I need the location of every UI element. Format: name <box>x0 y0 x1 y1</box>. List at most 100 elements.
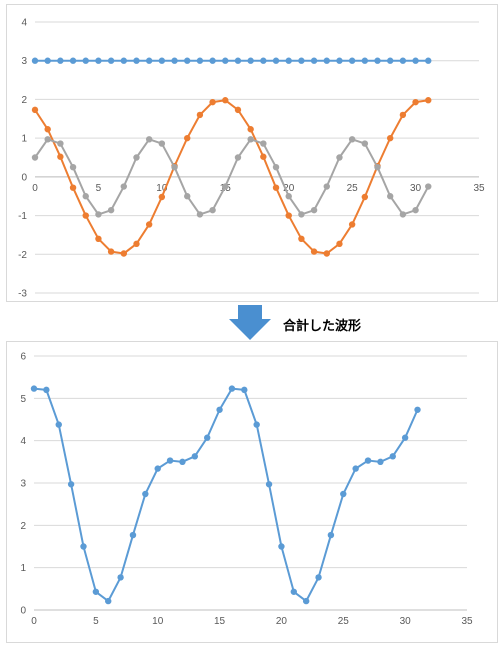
chart1-series-0-point <box>377 458 384 466</box>
chart1-series-0-point <box>253 421 260 428</box>
chart0-series-2-point <box>323 183 330 190</box>
chart1-series-0-point <box>105 597 112 605</box>
bottom-chart-panel: 0 1 2 3 4 5 6 0 5 10 15 20 25 30 35 <box>6 341 498 643</box>
chart0-series-2-point <box>145 136 153 143</box>
chart0-series-2-point <box>285 193 292 200</box>
chart0-series-0-point <box>234 57 242 64</box>
chart0-series-1-point <box>285 212 292 219</box>
chart0-series-0-point <box>336 57 343 64</box>
chart0-series-2-point <box>31 154 39 161</box>
chart0-series-2-point <box>120 183 128 190</box>
chart0-series-1-point <box>95 235 102 242</box>
chart0-y-tick-label: 3 <box>21 56 27 67</box>
chart0-x-tick-label: 5 <box>96 183 102 194</box>
chart1-y-tick-label: 6 <box>20 352 26 363</box>
chart0-series-0-point <box>387 57 394 64</box>
chart0-series-1-point <box>310 248 318 255</box>
chart1-x-tick-label: 10 <box>152 616 164 627</box>
chart1-x-tick-label: 25 <box>338 616 350 627</box>
chart0-x-tick-label: 10 <box>156 183 168 194</box>
chart0-series-1-point <box>336 240 343 248</box>
chart0-series-0-point <box>310 57 318 64</box>
chart0-series-1-point <box>196 111 204 119</box>
chart0-series-1-point <box>57 153 64 160</box>
chart1-series-0-point <box>278 543 285 550</box>
chart0-series-2-point <box>171 163 178 171</box>
chart1-y-tick-label: 2 <box>20 521 26 532</box>
chart0-series-2-point <box>57 140 64 147</box>
chart1-series-0-point <box>265 481 273 488</box>
chart1-x-tick-label: 15 <box>214 616 226 627</box>
chart0-series-0-point <box>196 57 204 64</box>
chart0-y-tick-label: 1 <box>21 134 27 145</box>
down-arrow-icon <box>228 305 272 341</box>
chart0-series-0-point <box>145 57 153 64</box>
chart0-series-2-point <box>222 183 229 190</box>
chart0-series-0-point <box>247 57 254 64</box>
chart0-series-1-point <box>260 153 267 160</box>
chart0-y-tick-label: 0 <box>21 172 27 183</box>
chart0-series-2-point <box>374 163 381 171</box>
chart1-series-0-point <box>191 453 199 460</box>
chart1-series-0-point <box>166 457 174 464</box>
chart0-x-tick-label: 30 <box>410 183 422 194</box>
chart1-series-0-point <box>216 406 223 413</box>
chart0-series-2-point <box>247 136 254 143</box>
chart1-series-0-point <box>401 434 409 441</box>
chart0-series-2-point <box>69 163 77 171</box>
chart0-series-2-point <box>234 154 242 161</box>
chart0-series-1-point <box>69 184 77 191</box>
chart1-x-tick-label: 0 <box>31 616 37 627</box>
chart0-series-1-point <box>234 106 242 114</box>
chart0-series-0-point <box>120 57 128 64</box>
chart0-x-tick-label: 0 <box>32 183 38 194</box>
chart1-x-tick-label: 30 <box>400 616 412 627</box>
chart0-series-2-point <box>387 193 394 200</box>
chart0-y-tick-label: 2 <box>21 95 27 106</box>
chart0-series-2-point <box>336 154 343 161</box>
chart1-series-0-point <box>129 531 137 539</box>
chart0-x-tick-label: 20 <box>283 183 295 194</box>
chart0-series-1-point <box>361 193 369 201</box>
chart0-series-1-point <box>412 98 419 106</box>
chart0-series-0-point <box>184 57 191 64</box>
chart1-series-0-point <box>142 490 149 498</box>
chart1-y-tick-label: 3 <box>20 479 26 490</box>
chart0-series-1-point <box>247 126 254 133</box>
chart1-series-0-point <box>43 386 50 394</box>
chart1-series-0-point <box>154 465 161 472</box>
chart0-series-0-point <box>158 57 166 64</box>
chart0-series-0-point <box>399 57 407 64</box>
chart1-series-0-point <box>389 453 396 460</box>
chart0-series-0-point <box>374 57 381 64</box>
chart0-series-1-point <box>323 250 330 257</box>
chart0-series-1-point <box>31 106 39 114</box>
arrow-caption: 合計した波形 <box>283 319 362 334</box>
chart1-series-0-point <box>290 588 297 595</box>
chart0-series-2-point <box>260 140 267 147</box>
chart1-series-0-line <box>33 387 419 603</box>
chart1-series-0-point <box>117 574 124 581</box>
chart0-series-2-point <box>399 211 407 218</box>
chart0-series-2-point <box>310 206 318 214</box>
chart1-series-0-point <box>30 385 38 392</box>
chart0-series-0-point <box>285 57 292 64</box>
chart0-y-tick-label: -3 <box>18 289 27 300</box>
chart0-y-tick-label: -1 <box>18 211 27 222</box>
chart1-series-0-point <box>204 434 211 441</box>
chart0-series-0-point <box>31 57 39 64</box>
chart0-series-1-point <box>145 221 153 228</box>
chart0-series-2-point <box>298 211 305 218</box>
chart0-series-0-point <box>209 57 216 64</box>
chart0-series-2-point <box>44 136 51 143</box>
chart0-series-1-point <box>82 212 89 219</box>
chart1-series-0-point <box>67 481 75 488</box>
chart0-series-0-point <box>133 57 140 64</box>
chart0-series-2-point <box>107 206 115 214</box>
chart0-series-0-point <box>69 57 77 64</box>
chart0-y-tick-label: -2 <box>18 250 27 261</box>
chart0-series-0-point <box>82 57 89 64</box>
chart1-series-0-point <box>241 386 248 394</box>
chart0-series-0-point <box>95 57 102 64</box>
chart0-series-2-point <box>184 193 191 200</box>
